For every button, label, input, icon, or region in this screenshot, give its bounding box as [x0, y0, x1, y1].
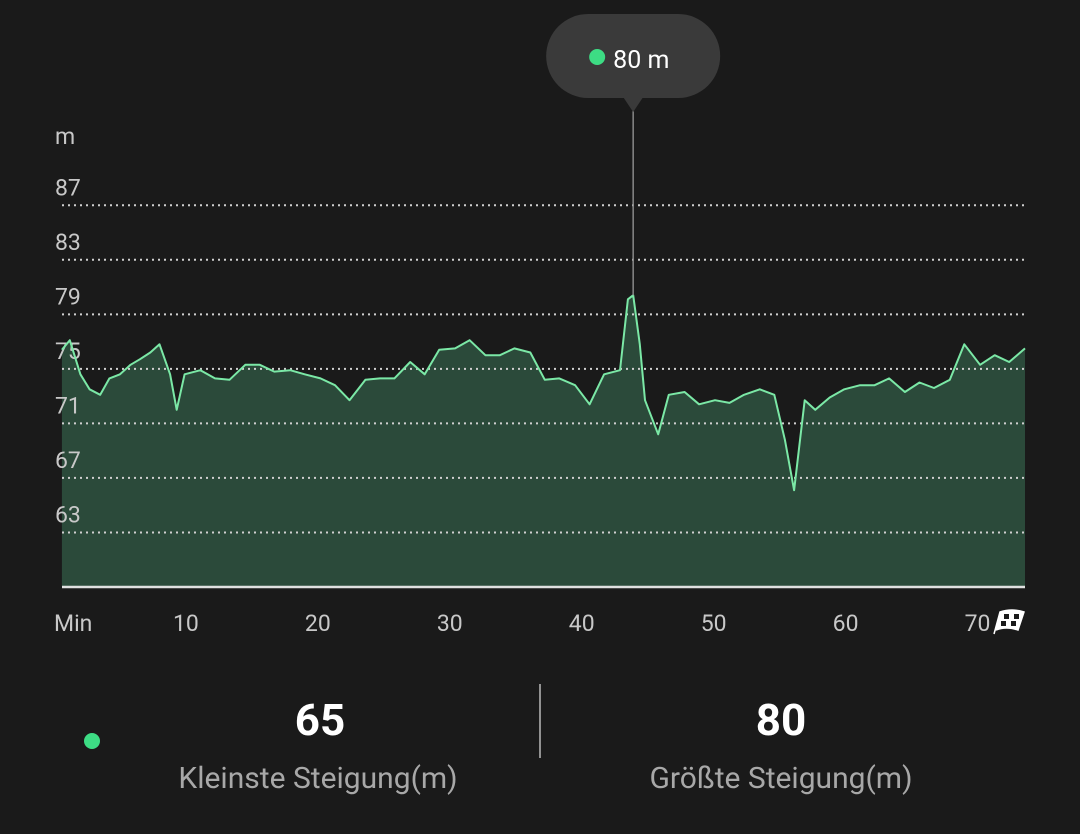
y-tick-label: 71 — [55, 392, 81, 419]
y-tick-label: 79 — [55, 283, 81, 310]
x-tick-label: 50 — [701, 610, 727, 637]
stat-label: Größte Steigung(m) — [649, 761, 912, 796]
finish-flag — [993, 609, 1025, 635]
tooltip-label: 80 m — [613, 46, 669, 75]
x-tick-label: 20 — [305, 610, 331, 637]
stat-label: Kleinste Steigung(m) — [178, 761, 457, 796]
x-tick-label: 30 — [437, 610, 463, 637]
stat-value: 80 — [756, 694, 807, 746]
line — [61, 294, 1026, 492]
tooltip-dot — [589, 49, 606, 65]
y-tick-label: 87 — [55, 174, 81, 201]
y-axis-label: m — [55, 123, 75, 150]
tooltip-box — [546, 14, 721, 98]
x-tick-label: 10 — [173, 610, 199, 637]
x-tick-label: 40 — [569, 610, 595, 637]
tooltip-pointer — [623, 97, 644, 112]
y-tick-label: 67 — [55, 447, 81, 474]
y-tick-label: 63 — [55, 501, 81, 528]
x-axis-label: Min — [54, 610, 92, 637]
legend-dot — [84, 733, 100, 749]
stat-value: 65 — [295, 694, 346, 746]
x-tick-label: 60 — [833, 610, 859, 637]
x-tick-label: 70 — [965, 610, 991, 637]
y-tick-label: 83 — [55, 229, 81, 256]
area — [61, 295, 1025, 587]
